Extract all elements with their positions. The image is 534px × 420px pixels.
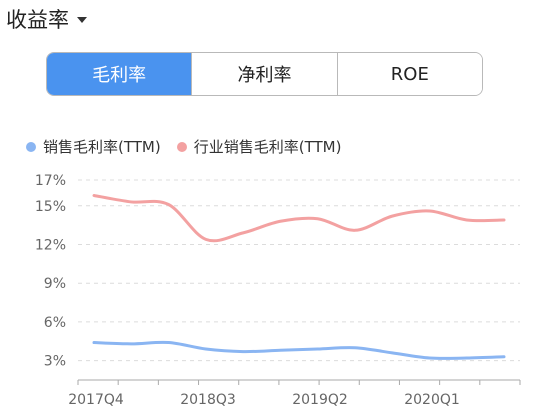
legend-dot-industry: [176, 141, 187, 152]
metric-title[interactable]: 收益率: [6, 8, 69, 32]
legend-dot-company: [26, 141, 36, 152]
chart-legend: 销售毛利率(TTM) 行业销售毛利率(TTM): [26, 136, 357, 157]
legend-item-industry: 行业销售毛利率(TTM): [176, 136, 342, 157]
metric-segmented-control: 毛利率 净利率 ROE: [46, 52, 483, 96]
y-tick-label: 3%: [44, 354, 66, 370]
series-line-industry: [92, 193, 506, 243]
y-tick-label: 9%: [44, 276, 66, 292]
x-tick-label: 2017Q4: [68, 392, 124, 408]
x-tick-label: 2020Q1: [404, 392, 460, 408]
metric-selector[interactable]: 收益率: [6, 4, 87, 34]
x-tick-label: 2018Q3: [180, 392, 236, 408]
y-tick-label: 17%: [35, 173, 66, 189]
legend-item-company: 销售毛利率(TTM): [26, 136, 161, 157]
x-tick-label: 2019Q2: [292, 392, 348, 408]
y-tick-label: 15%: [35, 199, 66, 215]
y-tick-label: 12%: [35, 238, 66, 254]
tab-gross-margin[interactable]: 毛利率: [47, 53, 192, 95]
y-tick-label: 6%: [44, 315, 66, 331]
legend-label-company: 销售毛利率(TTM): [43, 138, 161, 156]
legend-label-industry: 行业销售毛利率(TTM): [193, 138, 342, 156]
series-line-company: [92, 340, 506, 360]
tab-roe[interactable]: ROE: [336, 53, 482, 95]
margin-line-chart: 17% 15% 12% 9% 6% 3% 2017Q4 2018Q3 2019Q2 2020Q1: [35, 173, 521, 408]
caret-down-icon[interactable]: [77, 17, 87, 23]
tab-net-margin[interactable]: 净利率: [191, 53, 337, 95]
